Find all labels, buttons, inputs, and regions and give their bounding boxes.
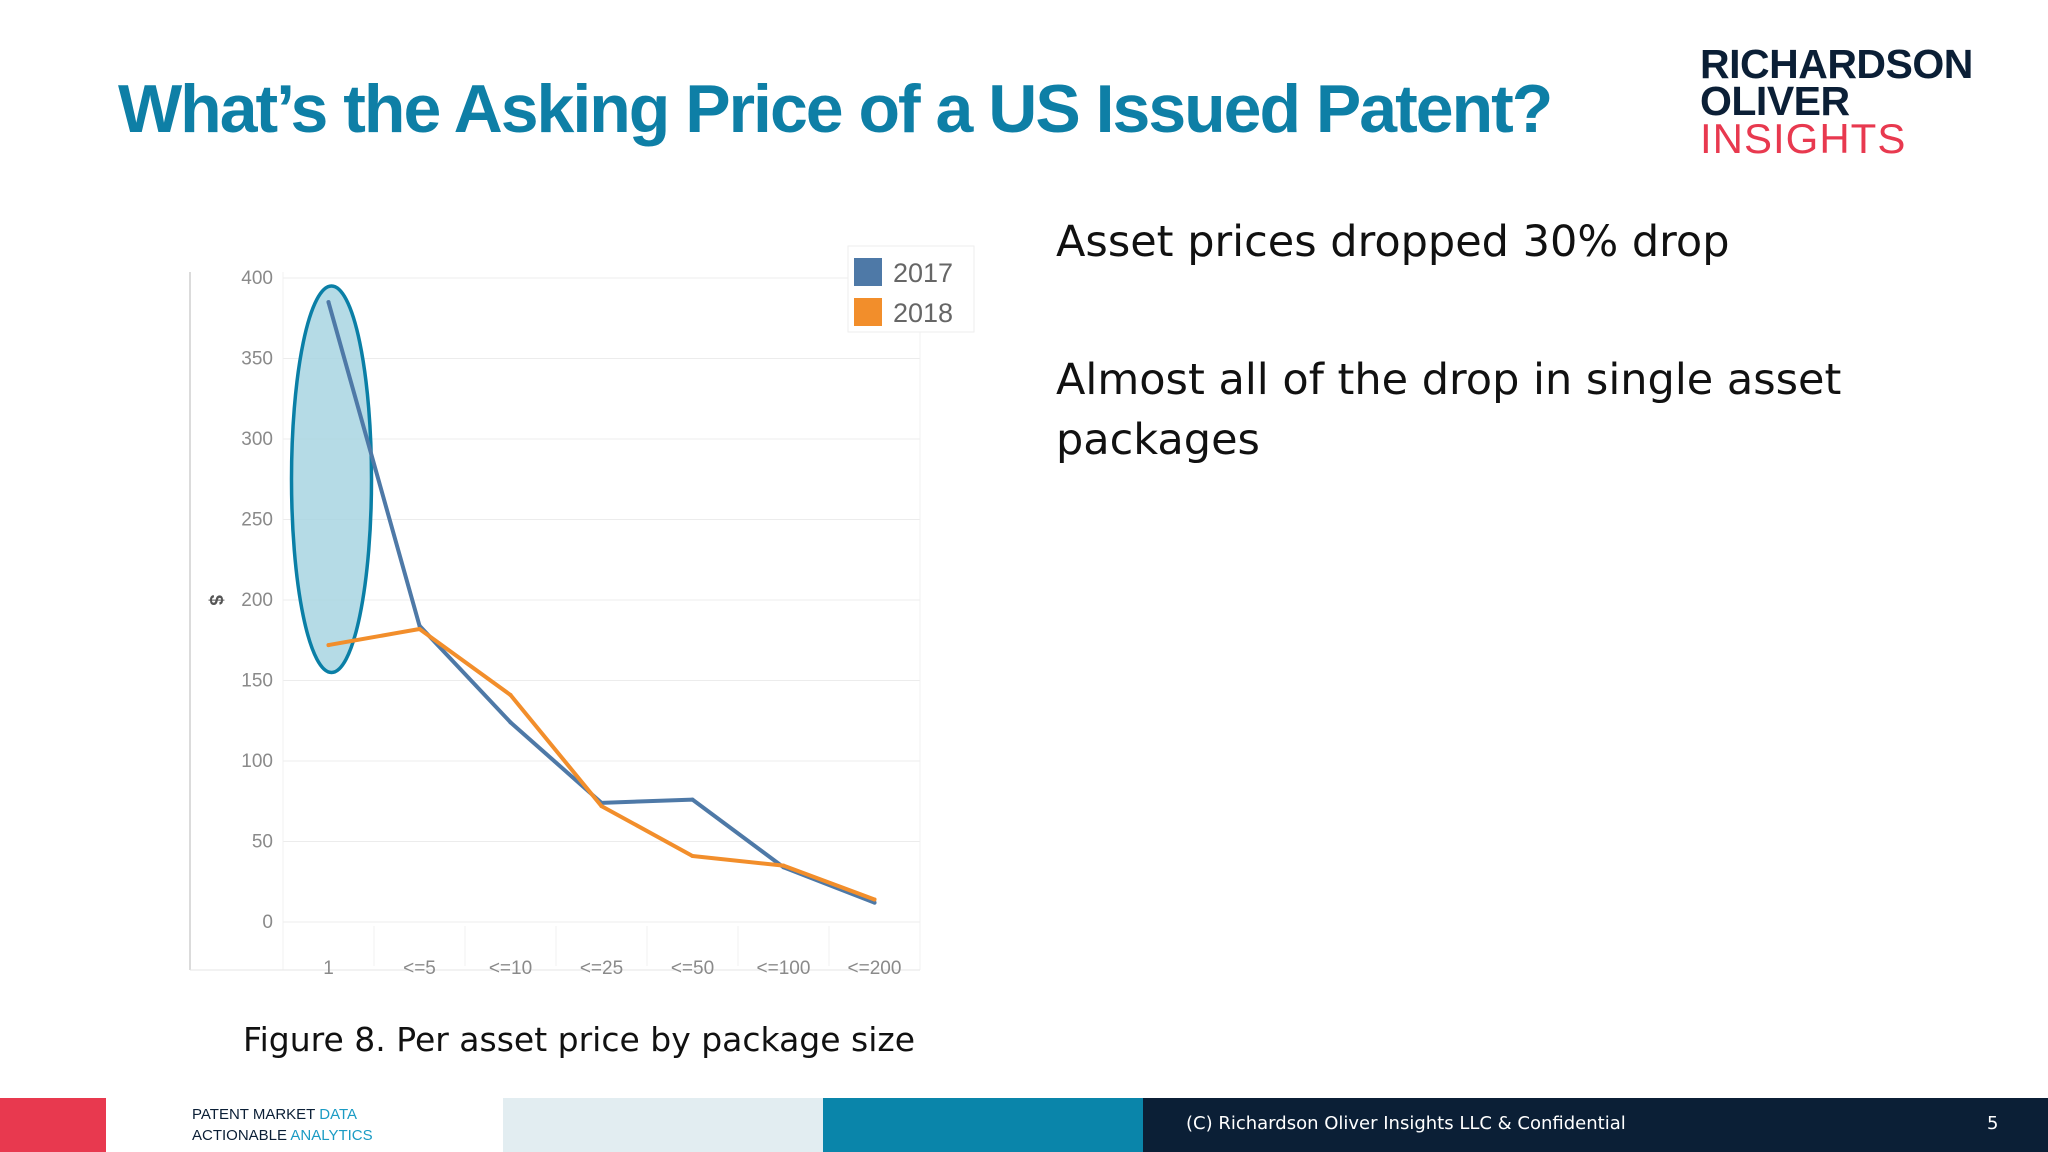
data-point-2018 [872, 897, 877, 902]
legend-label-2018: 2018 [893, 298, 953, 328]
y-tick-label: 0 [262, 912, 273, 933]
tagline-accent-2: ANALYTICS [290, 1127, 373, 1144]
line-chart-svg: 0 50 100 150 200 250 300 350 400 1 <=5 <=10 <=25 <=50… [189, 245, 975, 976]
footer-tagline: PATENT MARKET DATA ACTIONABLE ANALYTICS [192, 1104, 373, 1146]
legend: 2017 2018 [847, 245, 975, 333]
series-line-2017 [326, 300, 877, 905]
copyright-notice: (C) Richardson Oliver Insights LLC & Con… [1186, 1113, 1626, 1134]
logo-line-3: INSIGHTS [1700, 115, 1907, 162]
footer-light-block [503, 1098, 823, 1152]
y-tick-label: 200 [241, 590, 273, 611]
footer-white-block [106, 1098, 503, 1152]
series-line-2018 [326, 626, 877, 902]
x-tick-label: 1 [323, 958, 334, 976]
x-tick-label: <=50 [671, 958, 714, 976]
tagline-text-2: ACTIONABLE [192, 1127, 288, 1144]
data-point-2017 [872, 900, 877, 905]
company-logo: RICHARDSON OLIVER INSIGHTS [1700, 41, 2000, 166]
bullet-list: Asset prices dropped 30% drop Almost all… [1056, 212, 1956, 548]
footer-navy-block [1143, 1098, 2048, 1152]
y-tick-label: 150 [241, 671, 273, 692]
logo-line-2: OLIVER [1700, 78, 1850, 124]
x-tick-label: <=10 [489, 958, 532, 976]
x-tick-label: <=5 [403, 958, 436, 976]
legend-swatch-2018 [854, 298, 882, 326]
x-tick-label: <=25 [580, 958, 623, 976]
y-axis-label: $ [205, 595, 226, 606]
data-point-2018 [417, 626, 422, 631]
page-number: 5 [1987, 1113, 1999, 1134]
legend-label-2017: 2017 [893, 258, 953, 288]
data-point-2018 [599, 804, 604, 809]
y-tick-label: 250 [241, 510, 273, 531]
y-tick-label: 300 [241, 429, 273, 450]
tagline-accent-1: DATA [319, 1106, 358, 1123]
axes [189, 272, 921, 971]
bullet-item-1: Asset prices dropped 30% drop [1056, 217, 1730, 267]
bullet-item-2: Almost all of the drop in single asset p… [1056, 355, 1842, 465]
data-point-2018 [781, 863, 786, 868]
y-tick-label: 50 [252, 832, 273, 853]
data-point-2018 [508, 692, 513, 697]
grid-lines [283, 277, 920, 966]
footer-red-block [0, 1098, 106, 1152]
x-tick-label: <=200 [848, 958, 902, 976]
highlight-annotation [289, 284, 374, 675]
data-point-2017 [690, 797, 695, 802]
footer-teal-block [823, 1098, 1143, 1152]
data-point-2018 [690, 853, 695, 858]
legend-swatch-2017 [854, 258, 882, 286]
highlight-ellipse [289, 284, 374, 675]
x-tick-label: <=100 [757, 958, 811, 976]
tagline-text-1: PATENT MARKET [192, 1106, 316, 1123]
tick-labels: 0 50 100 150 200 250 300 350 400 1 <=5 <=10 <=25 <=50… [241, 268, 901, 976]
logo-line-1: RICHARDSON [1700, 41, 1973, 87]
series-lines [326, 300, 877, 905]
data-point-2017 [508, 720, 513, 725]
figure-caption: Figure 8. Per asset price by package siz… [243, 1020, 916, 1059]
line-chart: 0 50 100 150 200 250 300 350 400 1 <=5 <=10 <=25 <=50… [180, 236, 980, 976]
data-point-2017 [326, 300, 331, 305]
data-point-2017 [417, 623, 422, 628]
y-tick-label: 350 [241, 349, 273, 370]
slide-title: What’s the Asking Price of a US Issued P… [118, 71, 1553, 147]
y-tick-label: 100 [241, 751, 273, 772]
data-point-2018 [326, 643, 331, 648]
y-tick-label: 400 [241, 268, 273, 289]
footer-bar: PATENT MARKET DATA ACTIONABLE ANALYTICS … [0, 1098, 2048, 1152]
